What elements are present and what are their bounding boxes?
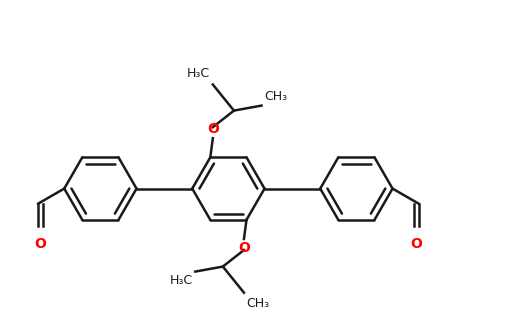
- Text: O: O: [207, 122, 219, 136]
- Text: O: O: [410, 237, 422, 251]
- Text: O: O: [35, 237, 47, 251]
- Text: O: O: [238, 241, 250, 255]
- Text: CH₃: CH₃: [246, 297, 270, 310]
- Text: H₃C: H₃C: [187, 67, 210, 80]
- Text: H₃C: H₃C: [169, 274, 193, 287]
- Text: CH₃: CH₃: [264, 90, 287, 103]
